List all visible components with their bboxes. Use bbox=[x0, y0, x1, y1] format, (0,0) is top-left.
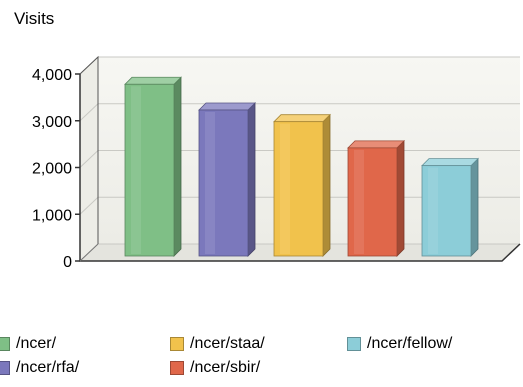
bar-top bbox=[124, 76, 182, 85]
legend-swatch bbox=[170, 361, 184, 375]
legend-label: /ncer/sbir/ bbox=[190, 359, 261, 376]
y-tick-label: 4,000 bbox=[32, 67, 72, 84]
bar-chart: Visits 0 1,000 2,000 3,000 4,000 bbox=[14, 9, 521, 271]
legend-item: /ncer/rfa/ bbox=[0, 358, 79, 378]
legend-label: /ncer/staa/ bbox=[190, 335, 265, 352]
bars bbox=[124, 76, 479, 257]
bar-ncer bbox=[124, 76, 182, 257]
bar-side bbox=[396, 139, 405, 257]
bar-highlight bbox=[205, 111, 215, 254]
legend-label: /ncer/rfa/ bbox=[16, 359, 80, 376]
bar-ncerfellow bbox=[421, 157, 479, 257]
legend-swatch bbox=[347, 337, 361, 351]
bar-side bbox=[470, 157, 479, 257]
legend-swatch bbox=[0, 337, 10, 351]
y-axis-ticks: 0 1,000 2,000 3,000 4,000 bbox=[32, 67, 80, 271]
bar-highlight bbox=[280, 123, 290, 254]
bar-highlight bbox=[428, 167, 438, 254]
bar-side bbox=[173, 76, 182, 257]
legend-item: /ncer/staa/ bbox=[170, 334, 265, 354]
bar-top bbox=[273, 114, 331, 123]
legend-label: /ncer/ bbox=[16, 335, 57, 352]
bar-ncerrfa bbox=[198, 102, 256, 257]
bar-side bbox=[322, 113, 331, 257]
legend-item: /ncer/ bbox=[0, 334, 56, 354]
bar-top bbox=[421, 158, 479, 167]
legend-item: /ncer/fellow/ bbox=[347, 334, 452, 354]
legend-swatch bbox=[0, 361, 10, 375]
bar-highlight bbox=[131, 86, 141, 254]
bar-top bbox=[347, 140, 405, 149]
bar-side bbox=[247, 102, 256, 257]
legend: /ncer/ /ncer/rfa/ /ncer/staa/ /ncer/sbir/ /n… bbox=[0, 330, 523, 387]
bar-ncerstaa bbox=[273, 113, 331, 257]
y-tick-label: 1,000 bbox=[32, 207, 72, 224]
y-tick-label: 3,000 bbox=[32, 114, 72, 131]
bar-highlight bbox=[354, 149, 364, 254]
legend-item: /ncer/sbir/ bbox=[170, 358, 260, 378]
bar-ncersbir bbox=[347, 139, 405, 257]
legend-swatch bbox=[170, 337, 184, 351]
floor-edge bbox=[79, 243, 99, 262]
bar-top bbox=[198, 102, 256, 111]
y-axis-title: Visits bbox=[14, 9, 54, 28]
legend-label: /ncer/fellow/ bbox=[367, 335, 453, 352]
y-tick-label: 0 bbox=[63, 254, 72, 271]
axis-back-edge bbox=[79, 55, 99, 244]
y-tick-label: 2,000 bbox=[32, 161, 72, 178]
